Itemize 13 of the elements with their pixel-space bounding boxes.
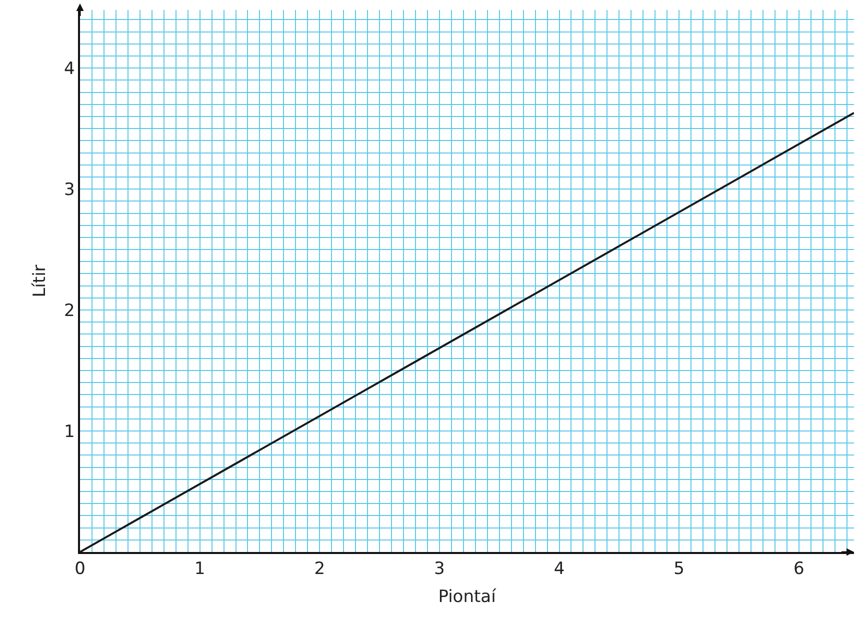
y-tick-label: 1 bbox=[64, 422, 75, 442]
x-tick-label: 0 bbox=[74, 559, 86, 580]
x-axis-title: Piontaí bbox=[438, 587, 498, 608]
x-tick-label: 1 bbox=[194, 559, 206, 580]
x-tick-label: 5 bbox=[674, 559, 684, 580]
y-tick-label: 4 bbox=[64, 59, 75, 80]
x-tick-label: 2 bbox=[314, 559, 326, 580]
y-tick-label: 2 bbox=[64, 300, 75, 321]
x-tick-label: 4 bbox=[554, 559, 565, 580]
x-tick-label: 3 bbox=[434, 559, 445, 580]
x-tick-label: 6 bbox=[793, 559, 804, 580]
y-tick-label: 3 bbox=[64, 180, 75, 200]
y-axis-title: Lítir bbox=[30, 264, 50, 298]
